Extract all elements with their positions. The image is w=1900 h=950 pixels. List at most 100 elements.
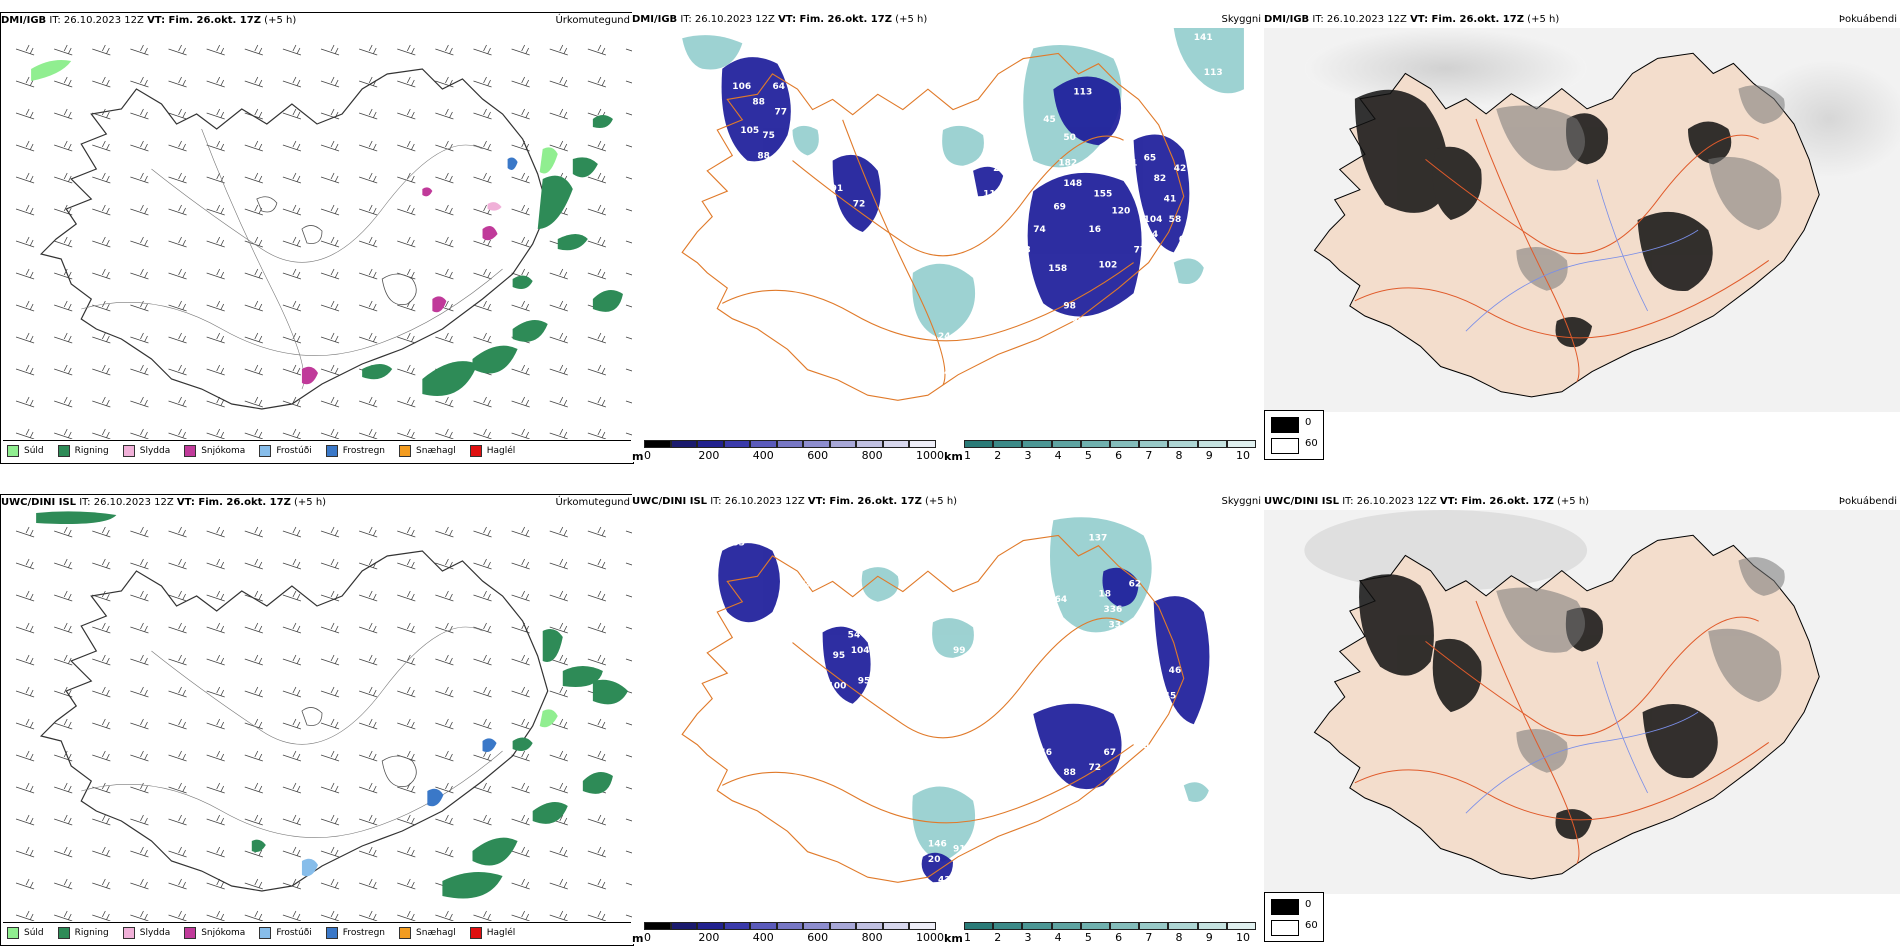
wind-barb	[587, 236, 607, 248]
wind-barb	[549, 44, 568, 56]
wind-barb	[130, 782, 149, 794]
wind-barb	[397, 846, 416, 858]
wind-barb	[320, 654, 340, 666]
cloud-label: 16	[1088, 225, 1101, 235]
cloud-label: 82	[1154, 174, 1167, 184]
colorbar-tick: 800	[861, 931, 883, 944]
wind-barb	[168, 428, 187, 439]
valid-time: VT: Fim. 26.okt. 17Z	[807, 496, 922, 507]
wind-barb	[92, 108, 111, 120]
fog-legend: 0 60	[1264, 410, 1324, 460]
wind-barb	[511, 782, 530, 794]
wind-barb	[625, 112, 633, 116]
model-name: DMI/IGB	[1264, 14, 1310, 25]
cloud-label: 113	[1204, 68, 1223, 78]
wind-barb	[320, 268, 340, 280]
cloud-label: 20	[953, 358, 966, 368]
colorbar-segment	[1080, 440, 1110, 448]
wind-barb	[15, 140, 35, 152]
wind-barb	[320, 396, 340, 408]
glacier-outlines	[301, 707, 417, 788]
wind-barb	[359, 396, 378, 408]
legend-label: Snæhagl	[416, 446, 456, 456]
wind-barb	[435, 332, 454, 344]
wind-barb	[625, 530, 633, 534]
wind-barb	[397, 428, 416, 439]
cloud-label: 114	[983, 189, 1002, 199]
wind-barb	[54, 846, 73, 858]
colorbar-segment	[856, 922, 883, 930]
wind-barb	[92, 172, 111, 184]
wind-barb	[473, 396, 492, 408]
cloud-label: 108	[782, 574, 801, 584]
wind-barb	[282, 108, 302, 120]
fog-legend-swatch	[1271, 899, 1299, 915]
wind-barb	[130, 654, 149, 666]
wind-barb	[92, 558, 111, 570]
wind-barb	[473, 558, 492, 570]
colorbar-segment	[803, 922, 830, 930]
fog-rivers	[1465, 661, 1699, 814]
wind-barb	[130, 108, 149, 120]
cloud-label: 43	[938, 875, 951, 885]
wind-barb	[92, 718, 111, 730]
colorbar-tick: 1	[964, 449, 971, 462]
cloud-label: 80	[925, 77, 938, 87]
wind-barb	[320, 526, 340, 538]
legend-label: Frostregn	[342, 928, 386, 938]
cloud-label: 158	[1048, 264, 1067, 274]
wind-barb	[625, 882, 633, 886]
cloud-label: 70	[722, 194, 735, 204]
wind-barb	[168, 300, 187, 312]
colorbar-segment	[670, 440, 698, 448]
colorbar-segment	[964, 922, 994, 930]
wind-barb	[130, 878, 149, 890]
wind-barb	[320, 44, 340, 56]
wind-barb	[92, 76, 111, 88]
wind-barb	[130, 204, 149, 216]
wind-barb	[473, 268, 492, 280]
wind-barb	[168, 396, 187, 408]
wind-barb	[435, 526, 454, 538]
legend-swatch	[7, 927, 19, 939]
colorbar-segment	[1168, 440, 1198, 448]
wind-barb	[511, 526, 530, 538]
cloud-map: 141 113 106 88 64 77 73 105 75 88 95 91 …	[632, 28, 1264, 436]
wind-barb	[435, 428, 454, 439]
colorbar-segment	[1051, 440, 1081, 448]
wind-barb	[282, 782, 302, 794]
fog-gray-areas	[1496, 85, 1785, 291]
cloud-label: 146	[1033, 748, 1052, 758]
wind-barb	[206, 590, 225, 602]
legend-item: Rigning	[57, 927, 109, 939]
wind-barb	[397, 878, 416, 890]
wind-barb	[320, 814, 340, 826]
wind-barb	[587, 140, 607, 152]
wind-barb	[435, 910, 454, 921]
wind-barb	[320, 782, 340, 794]
cloud-label: 77	[1134, 245, 1147, 255]
colorbar-tick: 8	[1175, 449, 1183, 462]
fog-roads	[1354, 600, 1770, 864]
colorbar-segment	[882, 440, 910, 448]
wind-barb	[435, 814, 454, 826]
wind-barb	[587, 76, 607, 88]
wind-barb	[549, 686, 568, 698]
wind-barb	[244, 76, 263, 88]
wind-barb	[244, 364, 263, 376]
cloud-label: 131	[1119, 159, 1138, 169]
colorbar-segment	[1080, 922, 1110, 930]
colorbar-segment	[1051, 922, 1081, 930]
legend-item: Frostregn	[325, 927, 386, 939]
wind-barb	[244, 236, 263, 248]
wind-barb	[282, 76, 302, 88]
legend-item: Snjókoma	[184, 445, 245, 457]
wind-barb	[473, 300, 492, 312]
weather-type-panel-dmi: DMI/IGB IT: 26.10.2023 12Z VT: Fim. 26.o…	[0, 12, 634, 464]
wind-barb	[92, 396, 111, 408]
wind-barb	[130, 846, 149, 858]
colorbar-tick: 2	[994, 449, 1002, 462]
wind-barb	[168, 558, 187, 570]
wind-barb	[473, 782, 492, 794]
legend-swatch	[399, 927, 412, 939]
